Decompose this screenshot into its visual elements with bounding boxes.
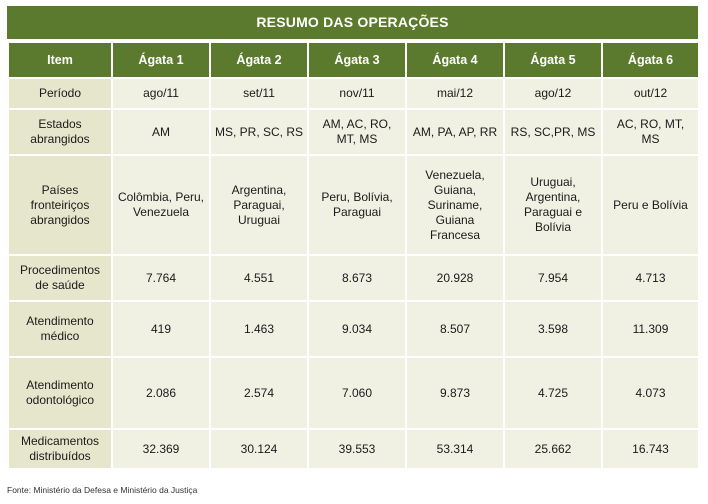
table-cell: 419 <box>111 300 211 358</box>
row-label: Medicamentos distribuídos <box>7 428 113 470</box>
operations-table: Item Ágata 1 Ágata 2 Ágata 3 Ágata 4 Ága… <box>7 41 700 470</box>
table-title: RESUMO DAS OPERAÇÕES <box>7 6 698 41</box>
operations-summary: RESUMO DAS OPERAÇÕES Item Ágata 1 Ágata … <box>7 6 700 470</box>
table-cell: 4.713 <box>601 254 700 302</box>
table-cell: 4.725 <box>503 356 603 430</box>
column-header: Ágata 4 <box>405 41 505 79</box>
table-cell: 7.060 <box>307 356 407 430</box>
table-cell: Colômbia, Peru, Venezuela <box>111 154 211 256</box>
table-cell: 8.507 <box>405 300 505 358</box>
table-cell: 16.743 <box>601 428 700 470</box>
table-cell: 1.463 <box>209 300 309 358</box>
table-cell: AC, RO, MT, MS <box>601 108 700 156</box>
column-header: Ágata 6 <box>601 41 700 79</box>
table-cell: 4.073 <box>601 356 700 430</box>
table-cell: 30.124 <box>209 428 309 470</box>
table-cell: 32.369 <box>111 428 211 470</box>
column-header: Ágata 5 <box>503 41 603 79</box>
table-cell: set/11 <box>209 77 309 110</box>
column-header: Ágata 3 <box>307 41 407 79</box>
table-cell: mai/12 <box>405 77 505 110</box>
table-cell: 8.673 <box>307 254 407 302</box>
table-cell: Peru e Bolívia <box>601 154 700 256</box>
table-cell: 9.034 <box>307 300 407 358</box>
table-cell: 2.574 <box>209 356 309 430</box>
table-cell: nov/11 <box>307 77 407 110</box>
table-row: Período ago/11 set/11 nov/11 mai/12 ago/… <box>7 77 700 110</box>
row-label: Procedimentos de saúde <box>7 254 113 302</box>
table-cell: 20.928 <box>405 254 505 302</box>
table-cell: 3.598 <box>503 300 603 358</box>
table-cell: RS, SC,PR, MS <box>503 108 603 156</box>
table-cell: AM, PA, AP, RR <box>405 108 505 156</box>
table-cell: Uruguai, Argentina, Paraguai e Bolívia <box>503 154 603 256</box>
row-label: Países fronteiriços abrangidos <box>7 154 113 256</box>
table-cell: Peru, Bolívia, Paraguai <box>307 154 407 256</box>
table-cell: AM <box>111 108 211 156</box>
table-row: Atendimento odontológico 2.086 2.574 7.0… <box>7 356 700 430</box>
table-cell: ago/11 <box>111 77 211 110</box>
table-cell: 9.873 <box>405 356 505 430</box>
row-label: Período <box>7 77 113 110</box>
header-row: Item Ágata 1 Ágata 2 Ágata 3 Ágata 4 Ága… <box>7 41 700 79</box>
table-cell: 39.553 <box>307 428 407 470</box>
table-cell: 2.086 <box>111 356 211 430</box>
table-cell: 7.954 <box>503 254 603 302</box>
table-row: Atendimento médico 419 1.463 9.034 8.507… <box>7 300 700 358</box>
table-cell: 11.309 <box>601 300 700 358</box>
table-cell: Argentina, Paraguai, Uruguai <box>209 154 309 256</box>
table-cell: 53.314 <box>405 428 505 470</box>
column-header: Item <box>7 41 113 79</box>
table-cell: MS, PR, SC, RS <box>209 108 309 156</box>
table-cell: 25.662 <box>503 428 603 470</box>
table-cell: Venezuela, Guiana, Suriname, Guiana Fran… <box>405 154 505 256</box>
table-row: Medicamentos distribuídos 32.369 30.124 … <box>7 428 700 470</box>
column-header: Ágata 2 <box>209 41 309 79</box>
column-header: Ágata 1 <box>111 41 211 79</box>
table-cell: AM, AC, RO, MT, MS <box>307 108 407 156</box>
table-cell: 4.551 <box>209 254 309 302</box>
table-row: Estados abrangidos AM MS, PR, SC, RS AM,… <box>7 108 700 156</box>
table-cell: out/12 <box>601 77 700 110</box>
row-label: Atendimento odontológico <box>7 356 113 430</box>
table-cell: 7.764 <box>111 254 211 302</box>
table-row: Procedimentos de saúde 7.764 4.551 8.673… <box>7 254 700 302</box>
table-cell: ago/12 <box>503 77 603 110</box>
source-note: Fonte: Ministério da Defesa e Ministério… <box>7 485 198 495</box>
row-label: Estados abrangidos <box>7 108 113 156</box>
row-label: Atendimento médico <box>7 300 113 358</box>
table-row: Países fronteiriços abrangidos Colômbia,… <box>7 154 700 256</box>
